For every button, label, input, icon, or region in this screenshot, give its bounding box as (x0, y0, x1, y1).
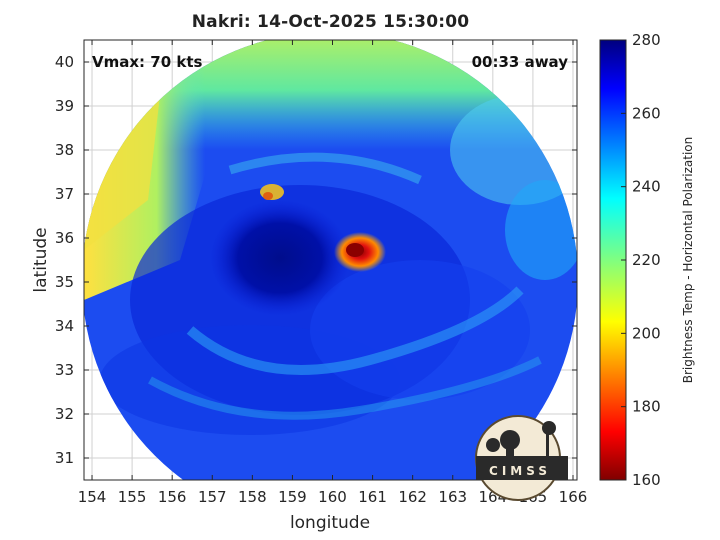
y-tick-label: 36 (55, 229, 74, 247)
x-tick-label: 154 (78, 488, 107, 506)
y-tick-label: 33 (55, 361, 74, 379)
colorbar-label: Brightness Temp - Horizontal Polarizatio… (681, 137, 695, 384)
axes-frame (83, 39, 578, 481)
colorbar-tick-label: 180 (632, 398, 661, 416)
x-tick-label: 157 (198, 488, 227, 506)
plot-title: Nakri: 14-Oct-2025 15:30:00 (191, 12, 470, 32)
colorbar-tick-label: 200 (632, 324, 661, 342)
time-away-label: 00:33 away (471, 53, 568, 71)
colorbar-tick-label: 240 (632, 178, 661, 196)
y-tick-label: 32 (55, 405, 74, 423)
colorbar-tick-label: 220 (632, 251, 661, 269)
x-tick-label: 156 (158, 488, 187, 506)
y-tick-label: 38 (55, 141, 74, 159)
colorbar-tick-label: 260 (632, 104, 661, 122)
brightness-temp-swath (84, 40, 577, 480)
y-tick-label: 37 (55, 185, 74, 203)
vmax-label: Vmax: 70 kts (92, 53, 203, 71)
x-tick-label: 159 (278, 488, 307, 506)
x-tick-label: 158 (238, 488, 267, 506)
x-tick-label: 155 (118, 488, 147, 506)
cimss-logo: CIMSS (475, 415, 568, 501)
logo-text: CIMSS (489, 464, 551, 478)
x-tick-label: 162 (398, 488, 427, 506)
y-tick-label: 40 (55, 53, 74, 71)
x-tick-label: 166 (559, 488, 588, 506)
y-tick-label: 31 (55, 449, 74, 467)
x-tick-label: 161 (358, 488, 387, 506)
y-tick-label: 35 (55, 273, 74, 291)
x-tick-label: 163 (438, 488, 467, 506)
colorbar-tick-label: 280 (632, 31, 661, 49)
colorbar-ticks: 160 180 200 220 240 260 280 (621, 31, 661, 489)
colorbar-tick-label: 160 (632, 471, 661, 489)
x-tick-label: 160 (318, 488, 347, 506)
y-tick-label: 39 (55, 97, 74, 115)
y-axis-label: latitude (31, 227, 51, 292)
x-axis-label: longitude (290, 513, 370, 533)
latitude-ticks: 31 32 33 34 35 36 37 38 39 40 (55, 53, 577, 467)
y-tick-label: 34 (55, 317, 74, 335)
